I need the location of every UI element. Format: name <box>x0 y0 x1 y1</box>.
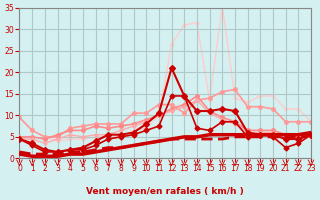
X-axis label: Vent moyen/en rafales ( km/h ): Vent moyen/en rafales ( km/h ) <box>86 187 244 196</box>
